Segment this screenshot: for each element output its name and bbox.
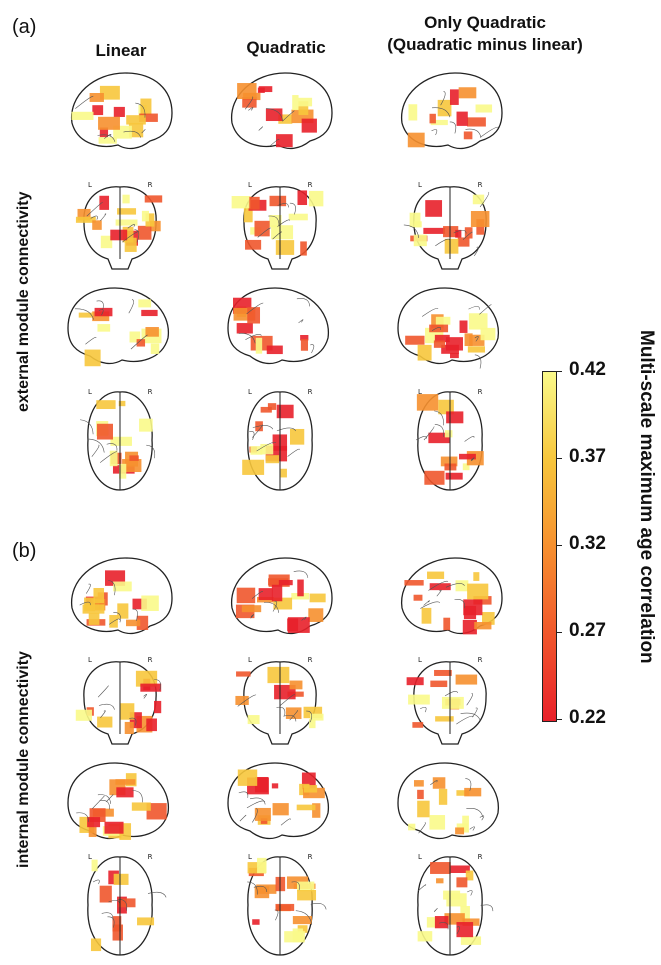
row-label-internal: internal module connectivity [15,651,32,868]
orientation-left-label: L [418,656,422,664]
column-header-quadratic-minus-linear: (Quadratic minus linear) [387,35,583,54]
column-header-only-quadratic: Only Quadratic [424,13,546,32]
orientation-left-label: L [88,853,92,861]
colorbar-tick-label: 0.32 [569,533,606,554]
colorbar-tick-mark [556,632,562,633]
brain-left-view-row5-col2 [215,545,345,660]
brain-right-view-row7-col3 [385,750,515,865]
colorbar-tick-label: 0.42 [569,359,606,380]
colorbar-tick-mark [556,545,562,546]
colorbar [542,371,557,722]
orientation-right-label: R [478,853,483,861]
orientation-left-label: L [418,181,422,189]
orientation-left-label: L [248,853,252,861]
orientation-right-label: R [148,388,153,396]
brain-right-view-row7-col2 [215,750,345,865]
column-header-quadratic: Quadratic [246,38,326,57]
orientation-left-label: L [88,181,92,189]
colorbar-tick-label: 0.37 [569,446,606,467]
colorbar-tick-label: 0.27 [569,620,606,641]
brain-right-view-row3-col3 [385,275,515,390]
brain-right-view-row7-col1 [55,750,185,865]
brain-left-view-row5-col3 [385,545,515,660]
brain-left-view-row1-col1 [55,60,185,175]
orientation-right-label: R [478,388,483,396]
brain-right-view-row3-col2 [215,275,345,390]
orientation-left-label: L [248,181,252,189]
colorbar-tick-mark [556,371,562,372]
orientation-right-label: R [478,656,483,664]
brain-right-view-row3-col1 [55,275,185,390]
orientation-right-label: R [148,853,153,861]
orientation-left-label: L [248,656,252,664]
colorbar-tick-label: 0.22 [569,707,606,728]
orientation-right-label: R [308,656,313,664]
orientation-right-label: R [308,853,313,861]
column-header-linear: Linear [95,41,147,60]
orientation-right-label: R [148,656,153,664]
orientation-left-label: L [88,656,92,664]
brain-left-view-row1-col2 [215,60,345,175]
orientation-right-label: R [308,388,313,396]
orientation-right-label: R [478,181,483,189]
orientation-right-label: R [308,181,313,189]
orientation-left-label: L [418,388,422,396]
orientation-left-label: L [88,388,92,396]
orientation-left-label: L [248,388,252,396]
colorbar-label: Multi-scale maximum age correlation [636,330,657,664]
row-label-external: external module connectivity [15,191,32,412]
orientation-left-label: L [418,853,422,861]
orientation-right-label: R [148,181,153,189]
panel-b-letter: (b) [12,540,37,562]
brain-left-view-row5-col1 [55,545,185,660]
colorbar-tick-mark [556,719,562,720]
brain-left-view-row1-col3 [385,60,515,175]
colorbar-tick-mark [556,458,562,459]
panel-a-letter: (a) [12,16,37,38]
